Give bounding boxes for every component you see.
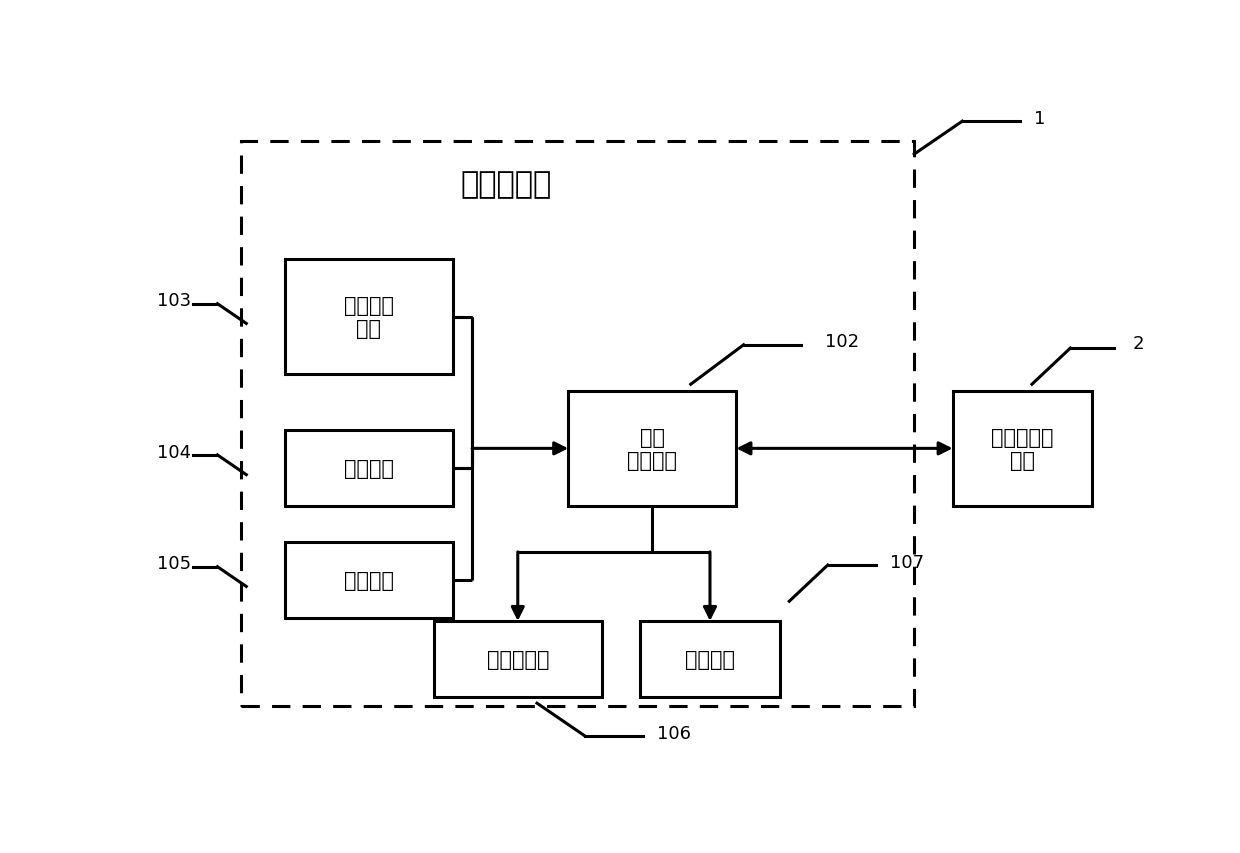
Bar [285, 260, 453, 375]
Text: 紧急拍停
开关: 紧急拍停 开关 [343, 296, 394, 339]
Bar [434, 621, 601, 697]
Text: 2: 2 [1133, 335, 1145, 353]
Text: 水面控制台: 水面控制台 [460, 170, 552, 199]
Text: 1: 1 [1034, 110, 1045, 128]
Text: 105: 105 [157, 554, 191, 572]
Bar [952, 392, 1092, 507]
Bar [285, 543, 453, 618]
Bar [568, 392, 737, 507]
Bar [640, 621, 780, 697]
Text: 104: 104 [157, 443, 191, 461]
Text: 103: 103 [157, 292, 191, 310]
Bar [285, 431, 453, 507]
Bar [242, 142, 914, 706]
Text: 107: 107 [890, 553, 924, 572]
Text: 106: 106 [657, 724, 691, 742]
Text: 操纵摇杆: 操纵摇杆 [343, 459, 394, 479]
Text: 液晶显示器: 液晶显示器 [486, 649, 549, 669]
Text: 水面通信收
发器: 水面通信收 发器 [991, 427, 1054, 470]
Text: 平板电脑: 平板电脑 [684, 649, 735, 669]
Text: 水面
控制电脑: 水面 控制电脑 [627, 427, 677, 470]
Text: 102: 102 [826, 334, 859, 351]
Text: 键盘鼠标: 键盘鼠标 [343, 570, 394, 590]
